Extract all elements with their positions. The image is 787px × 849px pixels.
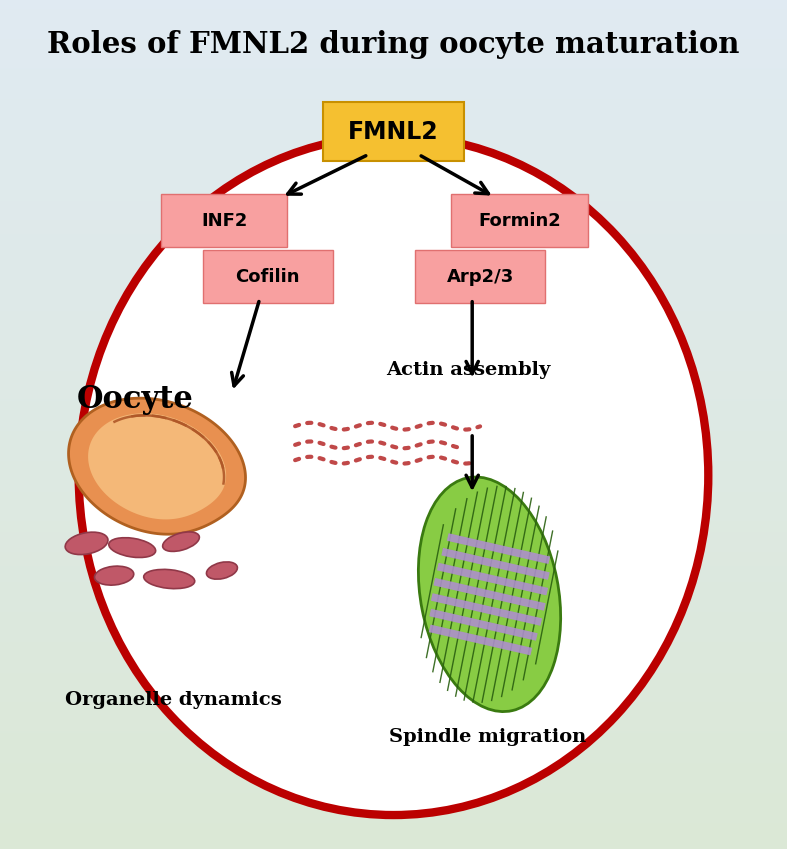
FancyBboxPatch shape xyxy=(161,194,287,247)
FancyBboxPatch shape xyxy=(450,194,589,247)
Text: Organelle dynamics: Organelle dynamics xyxy=(65,691,282,710)
Text: Formin2: Formin2 xyxy=(478,211,561,230)
FancyBboxPatch shape xyxy=(323,102,464,161)
Ellipse shape xyxy=(206,562,238,579)
Ellipse shape xyxy=(109,537,156,558)
FancyBboxPatch shape xyxy=(203,250,332,303)
Text: Arp2/3: Arp2/3 xyxy=(446,267,514,286)
Ellipse shape xyxy=(163,532,199,551)
Circle shape xyxy=(79,136,708,815)
Ellipse shape xyxy=(65,532,108,554)
FancyBboxPatch shape xyxy=(416,250,545,303)
Text: Roles of FMNL2 during oocyte maturation: Roles of FMNL2 during oocyte maturation xyxy=(47,30,740,59)
Ellipse shape xyxy=(419,477,560,711)
Ellipse shape xyxy=(144,570,194,588)
Text: INF2: INF2 xyxy=(201,211,247,230)
Text: Actin assembly: Actin assembly xyxy=(386,361,550,379)
Polygon shape xyxy=(68,398,246,534)
Text: FMNL2: FMNL2 xyxy=(348,120,439,143)
Polygon shape xyxy=(88,413,226,520)
Ellipse shape xyxy=(94,566,134,585)
Text: Oocyte: Oocyte xyxy=(77,384,194,414)
Text: Cofilin: Cofilin xyxy=(235,267,300,286)
Text: Spindle migration: Spindle migration xyxy=(390,728,586,746)
